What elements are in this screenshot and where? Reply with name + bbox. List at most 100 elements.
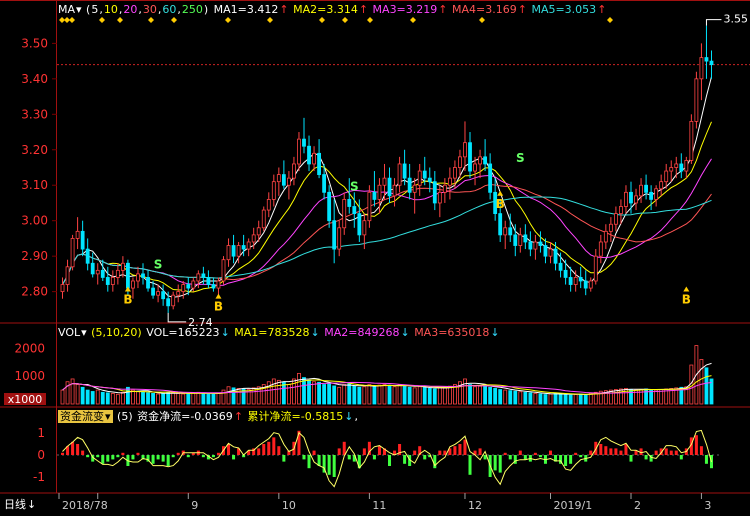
volume-bar <box>251 387 256 405</box>
volume-indicator-name: VOL <box>58 326 81 339</box>
candle-body <box>292 163 296 179</box>
volume-indicator-header: VOL▾ (5,10,20) VOL=165223↓ MA1=783528↓ M… <box>58 326 501 340</box>
candle-body <box>578 277 583 282</box>
candle-body <box>367 191 372 222</box>
volume-bars[interactable] <box>60 345 714 405</box>
flow-bar <box>679 455 683 460</box>
flow-bar <box>403 455 407 464</box>
candle-body <box>503 227 508 236</box>
fund-flow-bars[interactable] <box>57 429 720 488</box>
volume-bar <box>161 393 166 405</box>
flow-bar <box>136 452 140 455</box>
price-tick-label: 3.20 <box>21 143 48 157</box>
vol-ma3-value: MA3=635018 <box>414 326 490 339</box>
up-arrow-icon: ↑ <box>358 3 369 16</box>
candle-body <box>146 277 150 289</box>
price-tick-label: 3.30 <box>21 107 48 121</box>
candle-body <box>468 142 472 172</box>
param-10: 10 <box>103 3 118 16</box>
candle-body <box>689 120 694 161</box>
params-close: ) <box>203 3 209 16</box>
flow-bar <box>101 455 105 464</box>
candle-body <box>181 284 186 293</box>
buy-arrow-icon <box>124 286 131 292</box>
candle-body <box>427 177 432 183</box>
candle-body <box>543 245 548 257</box>
high-leader-line <box>705 19 722 26</box>
candle-body <box>357 213 362 236</box>
candle-body <box>70 238 75 268</box>
flow-bar <box>428 455 432 458</box>
flow-bar <box>503 452 507 455</box>
flow-bar <box>468 455 472 475</box>
flow-bar <box>654 450 658 455</box>
candle-body <box>498 213 503 236</box>
indicator-select[interactable]: MA▾ <box>58 3 82 16</box>
event-diamond-icon <box>117 17 123 23</box>
candle-body <box>548 248 553 257</box>
param-30: 30 <box>142 3 157 16</box>
candle-body <box>488 163 493 193</box>
flow-bar <box>523 455 527 460</box>
period-selector[interactable]: 日线↓ <box>4 498 37 512</box>
candle-body <box>161 291 166 300</box>
volume-bar <box>246 389 251 405</box>
volume-bar <box>518 391 523 405</box>
flow-bar <box>282 455 286 462</box>
ma10-line <box>62 121 712 293</box>
volume-bar <box>211 393 216 405</box>
volume-bar <box>563 394 568 405</box>
ma20-line <box>62 158 712 286</box>
flow-bar <box>614 448 618 455</box>
candle-body <box>201 273 206 278</box>
volume-bar <box>624 388 628 405</box>
flow-bar <box>327 455 331 475</box>
volume-bar <box>100 391 105 405</box>
candle-body <box>126 262 130 289</box>
candle-body <box>90 262 95 275</box>
event-diamond-icon <box>148 17 154 23</box>
volume-indicator-select[interactable]: VOL▾ <box>58 326 87 339</box>
candle-body <box>603 230 608 243</box>
volume-bar <box>241 388 246 405</box>
volume-bar <box>603 390 608 405</box>
volume-bar <box>332 385 337 405</box>
volume-bar <box>191 392 196 405</box>
volume-bar <box>402 384 407 405</box>
flow-bar <box>664 448 668 455</box>
candle-body <box>246 241 251 250</box>
candle-body <box>568 277 573 285</box>
down-arrow-icon: ↓ <box>400 326 410 339</box>
event-diamond-icon <box>171 17 177 23</box>
volume-bar <box>146 392 150 405</box>
candle-body <box>669 167 674 172</box>
candle-body <box>377 184 382 200</box>
flow-bar <box>704 455 708 464</box>
event-diamond-icon <box>64 17 70 23</box>
volume-bar <box>75 384 80 405</box>
candle-body <box>271 181 276 200</box>
candlesticks[interactable] <box>60 25 714 313</box>
flow-bar <box>171 455 175 458</box>
candle-body <box>598 241 603 257</box>
flow-bar <box>302 455 306 460</box>
flow-bar <box>257 448 261 455</box>
flow-bar <box>166 455 170 466</box>
volume-bar <box>317 381 321 405</box>
flow-indicator-select[interactable]: 资金流变▾ <box>58 410 113 423</box>
candle-body <box>352 206 357 215</box>
volume-bar <box>176 393 181 405</box>
flow-bar <box>423 455 427 460</box>
params-open: ( <box>86 3 91 16</box>
flow-bar <box>408 455 412 466</box>
candle-body <box>156 291 161 296</box>
volume-bar <box>608 389 613 405</box>
flow-bar <box>111 455 115 460</box>
volume-bar <box>216 393 221 405</box>
volume-bar <box>105 392 110 405</box>
volume-bar <box>80 386 85 405</box>
flow-bar <box>91 455 95 462</box>
param-250: 250 <box>181 3 203 16</box>
volume-bar <box>483 384 488 405</box>
